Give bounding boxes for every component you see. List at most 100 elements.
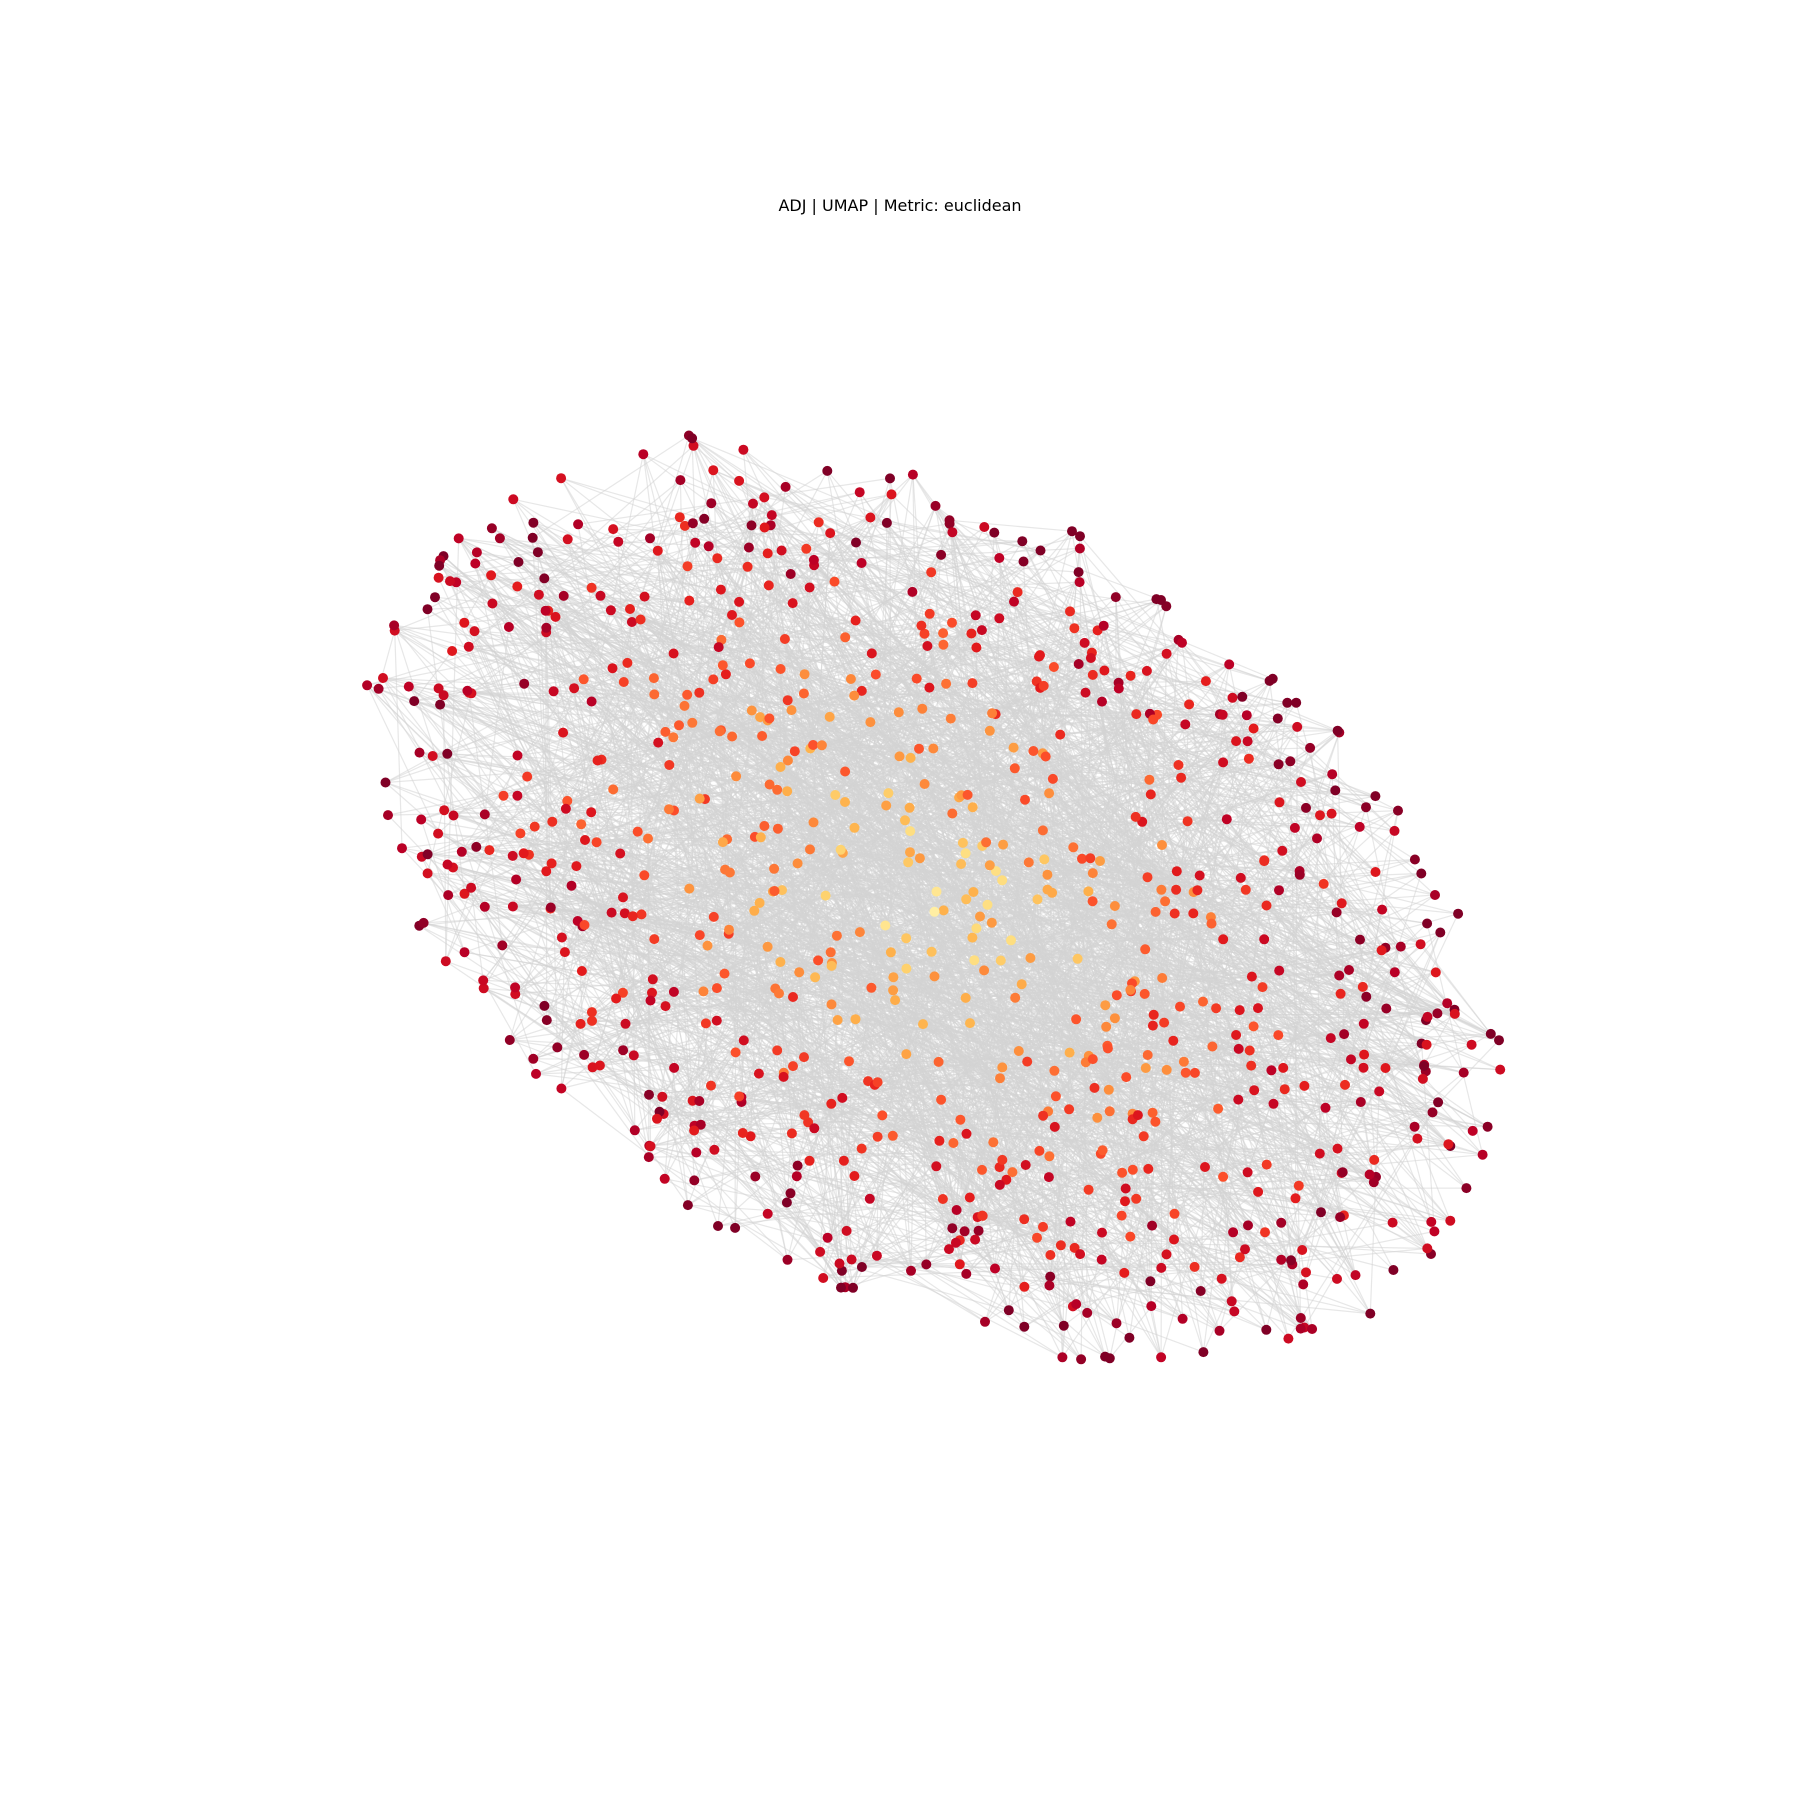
graph-node <box>617 987 628 998</box>
graph-node <box>1395 941 1406 952</box>
graph-node <box>1369 1154 1380 1165</box>
graph-node <box>734 617 745 628</box>
graph-node <box>764 779 775 790</box>
graph-edge <box>672 532 995 738</box>
graph-node <box>788 1061 798 1072</box>
graph-node <box>484 845 495 856</box>
graph-edge <box>1269 680 1341 1218</box>
graph-node <box>772 1045 783 1056</box>
graph-node <box>1430 967 1441 978</box>
graph-node <box>1178 1056 1189 1067</box>
graph-edge <box>994 1267 1307 1273</box>
graph-edge <box>1263 860 1357 1276</box>
graph-node <box>905 826 916 837</box>
graph-edge <box>774 771 846 989</box>
graph-edge <box>792 602 993 714</box>
graph-edge <box>629 608 718 989</box>
graph-node <box>1104 1106 1115 1117</box>
graph-node <box>1429 1226 1440 1237</box>
graph-node <box>608 524 619 535</box>
graph-node <box>649 934 660 945</box>
graph-node <box>764 713 775 724</box>
graph-node <box>962 789 973 800</box>
graph-node <box>791 1171 802 1182</box>
graph-node <box>1337 1167 1348 1178</box>
graph-node <box>854 927 865 938</box>
graph-node <box>977 1210 988 1221</box>
graph-node <box>541 622 552 633</box>
graph-node <box>951 1205 962 1215</box>
graph-edge <box>438 565 1001 1168</box>
graph-edge <box>1032 750 1146 950</box>
graph-node <box>1038 680 1049 691</box>
graph-node <box>1074 577 1085 588</box>
graph-node <box>618 892 628 903</box>
graph-node <box>1008 742 1019 753</box>
graph-node <box>1012 587 1023 598</box>
graph-node <box>1146 1301 1157 1312</box>
graph-node <box>1020 1160 1031 1170</box>
graph-node <box>813 955 824 966</box>
graph-edge <box>1359 939 1377 1177</box>
graph-edge <box>837 1019 1007 1181</box>
graph-node <box>727 610 737 620</box>
graph-node <box>636 909 647 920</box>
graph-node <box>660 1001 671 1012</box>
graph-edge <box>622 806 973 898</box>
graph-node <box>1048 662 1059 672</box>
graph-edge <box>1302 1172 1343 1285</box>
graph-node <box>682 1200 693 1211</box>
graph-node <box>755 712 766 723</box>
graph-node <box>1116 1210 1127 1221</box>
graph-node <box>994 553 1005 563</box>
graph-node <box>778 1071 789 1082</box>
graph-node <box>906 1265 916 1276</box>
graph-node <box>539 1000 550 1011</box>
graph-edge <box>452 867 626 1025</box>
graph-node <box>1221 814 1232 825</box>
graph-node <box>731 771 742 782</box>
graph-node <box>1009 763 1020 774</box>
graph-edge <box>1131 714 1248 984</box>
graph-node <box>1285 756 1296 767</box>
graph-node <box>1087 868 1098 879</box>
graph-node <box>1034 1145 1045 1156</box>
graph-node <box>1140 1063 1151 1073</box>
graph-node <box>1095 856 1105 866</box>
graph-node <box>1320 1102 1331 1113</box>
graph-node <box>507 901 518 912</box>
graph-edge <box>467 690 1165 1024</box>
graph-node <box>916 620 927 631</box>
graph-node <box>541 866 552 877</box>
graph-node <box>914 743 924 754</box>
graph-node <box>835 844 846 855</box>
graph-node <box>679 700 690 711</box>
graph-node <box>1096 1254 1107 1265</box>
graph-node <box>515 828 526 839</box>
graph-node <box>1298 1279 1309 1290</box>
graph-edge <box>439 559 1102 1155</box>
graph-node <box>1055 729 1066 740</box>
graph-edge <box>668 794 836 810</box>
graph-node <box>748 498 758 509</box>
graph-node <box>947 808 958 819</box>
graph-node <box>1433 1097 1444 1108</box>
graph-edge <box>458 538 564 733</box>
graph-node <box>1295 1313 1306 1323</box>
graph-node <box>840 632 851 643</box>
graph-node <box>1466 1039 1477 1050</box>
graph-edge <box>1425 1033 1492 1072</box>
graph-node <box>627 911 638 922</box>
graph-node <box>865 717 876 728</box>
graph-node <box>746 705 757 716</box>
graph-node <box>459 617 470 628</box>
graph-edge <box>519 525 752 834</box>
graph-node <box>1244 1045 1255 1056</box>
graph-node <box>682 561 693 572</box>
graph-edge <box>949 519 1073 532</box>
graph-node <box>373 683 384 694</box>
graph-node <box>687 717 698 728</box>
graph-edge <box>722 644 944 843</box>
graph-node <box>745 1131 756 1142</box>
graph-node <box>639 870 650 881</box>
